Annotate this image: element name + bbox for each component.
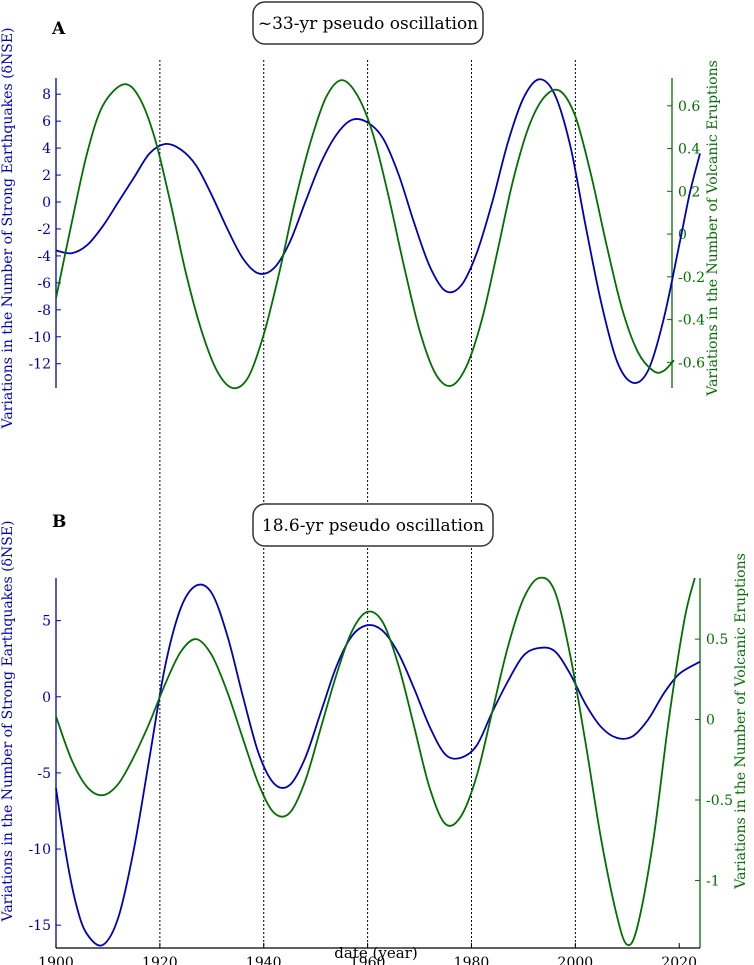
left-tick-label: -4 xyxy=(37,249,51,265)
right-tick-label: 0.4 xyxy=(678,142,700,158)
x-tick-label: 1940 xyxy=(246,955,282,965)
panel-a-right-axis-label: Variations in the Number of Volcanic Eru… xyxy=(705,60,721,397)
panel-a-label: A xyxy=(51,19,66,39)
left-tick-label: 6 xyxy=(42,114,51,130)
left-tick-label: -10 xyxy=(28,330,51,346)
right-tick-label: 0 xyxy=(706,713,715,729)
right-tick-label: 0.6 xyxy=(678,99,700,115)
left-tick-label: -8 xyxy=(37,303,51,319)
x-tick-label: 1920 xyxy=(142,955,178,965)
earthquakes-series-line xyxy=(55,78,701,384)
panel-b-label: B xyxy=(52,512,66,532)
left-tick-label: 8 xyxy=(42,87,51,103)
right-tick-label: -1 xyxy=(706,873,720,889)
volcanic-series-line xyxy=(55,576,696,947)
right-tick-label: -0.5 xyxy=(706,793,733,809)
left-tick-label: -12 xyxy=(28,357,51,373)
x-tick-label: 2000 xyxy=(558,955,594,965)
x-tick-label: 1960 xyxy=(350,955,386,965)
panel-b-left-axis-label: Variations in the Number of Strong Earth… xyxy=(0,521,16,923)
panel-a-title: ~33-yr pseudo oscillation xyxy=(258,14,478,34)
panel-a: A ~33-yr pseudo oscillation Variations i… xyxy=(0,1,721,430)
left-tick-label: -15 xyxy=(28,918,51,934)
right-tick-label: 0.5 xyxy=(706,632,728,648)
left-tick-label: 4 xyxy=(42,141,51,157)
panel-a-title-box xyxy=(252,1,484,45)
left-tick-label: -2 xyxy=(37,222,51,238)
left-tick-label: 0 xyxy=(42,195,51,211)
panel-b-title: 18.6-yr pseudo oscillation xyxy=(262,516,484,536)
volcanic-series-line xyxy=(55,79,675,390)
left-tick-label: -5 xyxy=(37,766,51,782)
x-tick-label: 1900 xyxy=(38,955,74,965)
right-tick-label: -0.2 xyxy=(678,270,705,286)
x-tick-label: 1980 xyxy=(454,955,490,965)
left-tick-label: 0 xyxy=(42,690,51,706)
right-tick-label: -0.6 xyxy=(678,355,705,371)
x-tick-label: 2020 xyxy=(661,955,697,965)
left-tick-label: -6 xyxy=(37,276,51,292)
left-tick-label: 5 xyxy=(42,614,51,630)
panel-b-right-axis-label: Variations in the Number of Volcanic Eru… xyxy=(733,553,749,890)
left-tick-label: -10 xyxy=(28,842,51,858)
panel-a-left-axis-label: Variations in the Number of Strong Earth… xyxy=(0,28,16,430)
left-tick-label: 2 xyxy=(42,168,51,184)
panel-b-title-box xyxy=(252,503,494,547)
right-tick-label: -0.4 xyxy=(678,313,705,329)
earthquakes-series-line xyxy=(55,583,701,947)
right-tick-label: 0 xyxy=(678,227,687,243)
panel-b: B 18.6-yr pseudo oscillation Variations … xyxy=(0,503,749,965)
